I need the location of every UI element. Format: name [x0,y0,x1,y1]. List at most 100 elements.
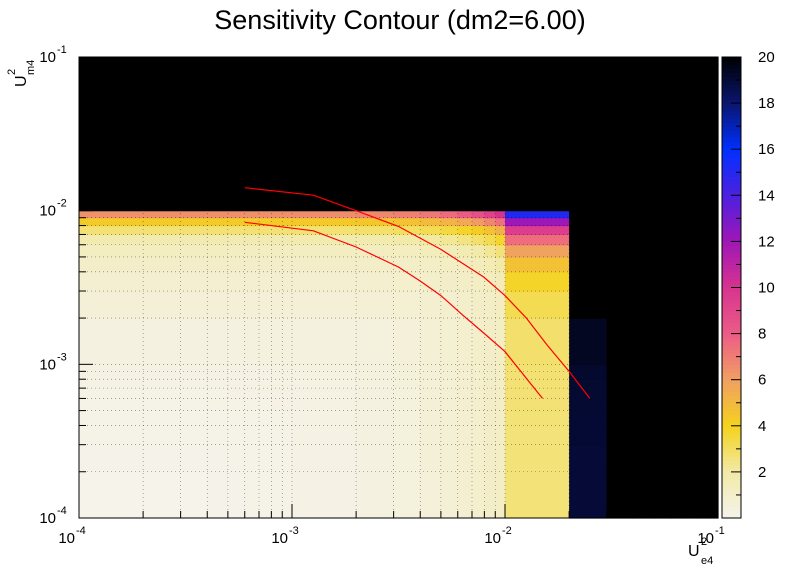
heatmap-cell [180,64,208,73]
heatmap-cell [356,64,395,73]
color-scale-step [722,114,741,120]
heatmap-cell [292,444,357,473]
color-scale-step [722,483,741,488]
heatmap-cell [670,318,686,365]
heatmap-cell [484,164,496,212]
color-scale-step [722,421,741,427]
color-scale-step [722,437,741,442]
heatmap-cell [356,364,395,372]
heatmap-cell [282,444,293,473]
heatmap-cell [440,164,459,212]
heatmap-cell [180,103,208,119]
heatmap-cell [271,210,283,219]
heatmap-cell [670,388,686,400]
heatmap-cell [393,234,421,246]
heatmap-cell [685,425,698,446]
heatmap-cell [697,217,709,227]
heatmap-cell [633,234,655,246]
heatmap-cell [180,256,208,273]
heatmap-cell [505,103,570,119]
color-scale-step [722,291,741,296]
heatmap-cell [457,210,473,219]
heatmap-cell [356,271,395,292]
color-scale-step [722,122,741,127]
heatmap-cell [569,80,608,92]
heatmap-cell [259,318,272,365]
heatmap-cell [708,471,719,519]
heatmap-cell [207,291,229,319]
heatmap-cell [685,471,698,519]
y-axis-label: U 2 m4 [6,60,37,87]
heatmap-cell [420,80,442,92]
heatmap-cell [685,103,698,119]
heatmap-cell [505,256,570,273]
heatmap-cell [282,210,293,219]
heatmap-cell [282,137,293,166]
heatmap-cell [440,118,459,138]
heatmap-cell [472,291,485,319]
heatmap-cell [207,444,229,473]
heatmap-cell [606,371,634,380]
color-scale-step [722,264,741,269]
heatmap-cell [484,425,496,446]
heatmap-cell [440,210,459,219]
heatmap-cell [420,57,442,65]
heatmap-cell [633,271,655,292]
heatmap-cell [143,371,182,380]
color-scale-step [722,333,741,339]
color-scale-step [722,80,741,85]
heatmap-cell [282,91,293,104]
heatmap-cell [685,64,698,73]
color-scale-step [722,164,741,170]
heatmap-cell [393,271,421,292]
heatmap-cell [708,379,719,389]
heatmap-cell [227,244,246,258]
heatmap-cell [227,398,246,412]
heatmap-cell [697,244,709,258]
heatmap-cell [180,118,208,138]
heatmap-cell [670,256,686,273]
heatmap-cell [569,291,608,319]
heatmap-cell [180,291,208,319]
heatmap-cell [393,118,421,138]
heatmap-cell [505,71,570,82]
heatmap-cell [708,271,719,292]
heatmap-cell [505,244,570,258]
heatmap-cell [180,217,208,227]
color-scale-step [722,176,741,181]
color-scale-step [722,433,741,438]
heatmap-cell [244,118,260,138]
heatmap-cell [180,388,208,400]
heatmap-cell [420,471,442,519]
color-scale-step [722,398,741,404]
heatmap-cell [440,444,459,473]
heatmap-cell [440,379,459,389]
heatmap-cell [271,410,283,427]
color-scale-step [722,448,741,454]
heatmap-cell [259,271,272,292]
heatmap-cell [457,379,473,389]
x-tick-exponent: -4 [76,525,86,537]
heatmap-cell [356,291,395,319]
heatmap-cell [697,91,709,104]
heatmap-cell [484,398,496,412]
heatmap-cell [708,71,719,82]
heatmap-cell [420,371,442,380]
heatmap-cell [670,271,686,292]
heatmap-cell [207,379,229,389]
heatmap-cell [708,137,719,166]
heatmap-cell [271,291,283,319]
heatmap-cell [606,444,634,473]
heatmap-cell [143,291,182,319]
heatmap-cell [685,388,698,400]
heatmap-cell [420,271,442,292]
heatmap-cell [708,244,719,258]
heatmap-cell [697,271,709,292]
heatmap-cell [393,217,421,227]
heatmap-cell [143,318,182,365]
heatmap-cell [420,410,442,427]
heatmap-cell [569,91,608,104]
heatmap-cell [180,137,208,166]
heatmap-cell [282,234,293,246]
heatmap-cell [569,210,608,219]
